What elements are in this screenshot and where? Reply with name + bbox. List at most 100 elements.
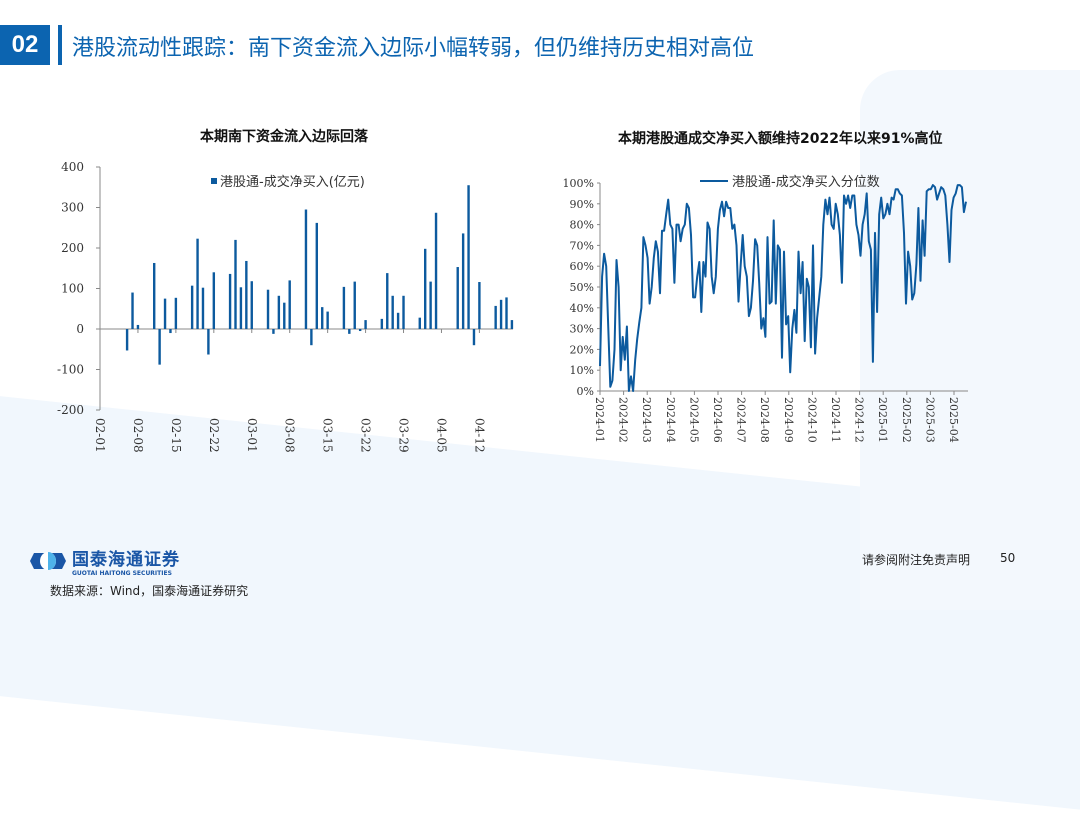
- x-tick-label: 02-22: [207, 418, 221, 453]
- bar: [277, 295, 281, 329]
- bar: [163, 298, 167, 329]
- x-tick-label: 02-08: [131, 418, 145, 453]
- bar: [310, 329, 313, 346]
- bar: [342, 286, 346, 329]
- bar: [467, 185, 470, 329]
- x-tick-label: 2024-08: [758, 397, 771, 443]
- y-tick-label: 50%: [570, 281, 594, 294]
- background-shape: [860, 70, 1080, 610]
- logo-name: 国泰海通证券: [72, 550, 180, 570]
- title-divider: [58, 25, 62, 65]
- bar: [272, 329, 275, 334]
- y-tick-label: 80%: [570, 219, 594, 232]
- x-tick-label: 2024-05: [687, 397, 700, 443]
- y-tick-label: 20%: [570, 343, 594, 356]
- right-chart-title: 本期港股通成交净买入额维持2022年以来91%高位: [618, 131, 943, 147]
- bar: [461, 233, 465, 329]
- x-tick-label: 02-01: [93, 418, 107, 453]
- page-number: 50: [1000, 551, 1016, 565]
- bar: [321, 307, 324, 329]
- y-tick-label: 400: [61, 160, 84, 174]
- x-tick-label: 2024-02: [617, 397, 630, 443]
- y-tick-label: 60%: [570, 260, 594, 273]
- x-tick-label: 2024-01: [593, 397, 606, 443]
- y-tick-label: -200: [57, 403, 84, 417]
- x-tick-label: 2024-03: [640, 397, 653, 443]
- legend-marker: [211, 178, 217, 184]
- x-tick-label: 2025-03: [923, 397, 936, 443]
- bar: [429, 281, 432, 329]
- bar: [239, 287, 243, 329]
- bar: [358, 329, 362, 332]
- bar: [494, 305, 497, 329]
- y-tick-label: 200: [61, 241, 84, 255]
- disclaimer-link[interactable]: 请参阅附注免责声明: [862, 553, 971, 567]
- y-tick-label: 30%: [570, 323, 594, 336]
- bar: [510, 320, 514, 329]
- bar: [353, 281, 356, 329]
- data-source: 数据来源：Wind，国泰海通证券研究: [50, 584, 249, 598]
- y-tick-label: 100%: [563, 177, 594, 190]
- x-tick-label: 2024-04: [664, 397, 677, 443]
- x-tick-label: 2024-07: [735, 397, 748, 443]
- bar: [304, 209, 308, 329]
- bar: [391, 295, 394, 329]
- x-tick-label: 2025-04: [947, 397, 960, 443]
- bar: [131, 292, 134, 329]
- y-tick-label: -100: [57, 363, 84, 377]
- bar: [190, 285, 194, 329]
- bar: [228, 273, 232, 329]
- y-tick-label: 70%: [570, 239, 594, 252]
- bar: [348, 329, 351, 334]
- bar: [499, 299, 503, 329]
- x-tick-label: 03-08: [283, 418, 297, 453]
- bar: [196, 238, 199, 329]
- page-title: 港股流动性跟踪：南下资金流入边际小幅转弱，但仍维持历史相对高位: [72, 36, 755, 61]
- bar: [478, 282, 481, 329]
- bar: [207, 329, 210, 355]
- x-tick-label: 2024-06: [711, 397, 724, 443]
- x-tick-label: 04-12: [472, 418, 486, 453]
- x-tick-label: 2024-11: [829, 397, 842, 443]
- y-tick-label: 300: [61, 201, 84, 215]
- x-tick-label: 2024-09: [782, 397, 795, 443]
- bar: [434, 212, 438, 329]
- x-tick-label: 2025-01: [876, 397, 889, 443]
- bar: [201, 287, 205, 329]
- y-tick-label: 40%: [570, 302, 594, 315]
- legend-label: 港股通-成交净买入(亿元): [220, 174, 365, 190]
- x-tick-label: 04-05: [434, 418, 448, 453]
- logo-english: GUOTAI HAITONG SECURITIES: [72, 570, 172, 577]
- bar: [396, 312, 400, 329]
- logo-icon: [30, 552, 66, 570]
- x-tick-label: 02-15: [169, 418, 183, 453]
- bar: [418, 317, 421, 329]
- bar: [402, 295, 405, 329]
- bar: [505, 297, 508, 329]
- x-tick-label: 2024-10: [805, 397, 818, 443]
- bar: [174, 297, 178, 329]
- bar: [158, 329, 161, 365]
- x-tick-label: 03-29: [397, 418, 411, 453]
- charts: 400 300 200 100 0 -100 -200 02-01 02-08 02-15 02-2…: [57, 160, 968, 453]
- bar: [266, 289, 270, 329]
- bar: [424, 248, 427, 329]
- bar: [288, 280, 291, 329]
- bar: [456, 267, 459, 329]
- x-tick-label: 03-15: [321, 418, 335, 453]
- x-tick-label: 2024-12: [853, 397, 866, 443]
- company-logo: 国泰海通证券 GUOTAI HAITONG SECURITIES: [30, 545, 180, 577]
- bar: [472, 329, 476, 346]
- bar: [380, 318, 384, 329]
- legend-label: 港股通-成交净买入分位数: [732, 174, 880, 190]
- bar: [386, 273, 389, 329]
- y-tick-label: 0: [76, 322, 84, 336]
- bar: [283, 302, 286, 329]
- x-tick-label: 03-22: [359, 418, 373, 453]
- bar: [212, 272, 216, 329]
- left-chart-title: 本期南下资金流入边际回落: [200, 129, 368, 145]
- bar: [364, 320, 367, 329]
- section-number: 02: [0, 25, 50, 65]
- y-tick-label: 90%: [570, 198, 594, 211]
- bar: [315, 222, 318, 329]
